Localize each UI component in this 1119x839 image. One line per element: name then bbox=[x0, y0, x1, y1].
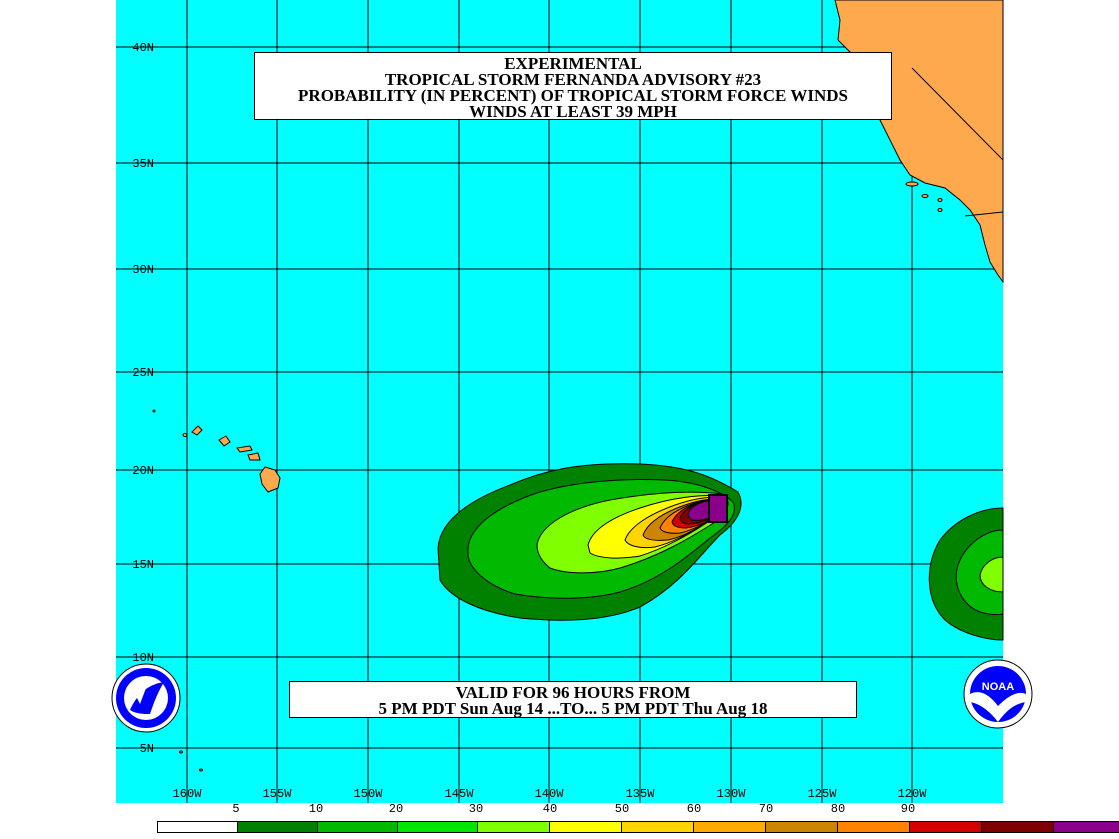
legend-label-20: 20 bbox=[388, 802, 404, 816]
legend-swatch-2 bbox=[318, 822, 398, 832]
legend-swatch-9 bbox=[838, 822, 910, 832]
valid-line-1: VALID FOR 96 HOURS FROM bbox=[455, 683, 691, 702]
lon-label-120w: 120W bbox=[897, 787, 927, 801]
legend-swatch-8 bbox=[766, 822, 838, 832]
legend-label-10: 10 bbox=[308, 802, 324, 816]
contour-max-core bbox=[708, 494, 728, 523]
title-box: EXPERIMENTAL TROPICAL STORM FERNANDA ADV… bbox=[254, 52, 892, 120]
legend-swatch-0 bbox=[158, 822, 238, 832]
lon-label-155w: 155W bbox=[262, 787, 292, 801]
legend-swatch-11 bbox=[982, 822, 1054, 832]
legend-label-50: 50 bbox=[614, 802, 630, 816]
legend-swatch-10 bbox=[910, 822, 982, 832]
noaa-logo: NOAA bbox=[963, 659, 1033, 729]
hawaiian-islands bbox=[152, 409, 281, 772]
legend-label-60: 60 bbox=[686, 802, 702, 816]
lat-label-35n: 35N bbox=[132, 157, 154, 171]
channel-islands bbox=[905, 181, 943, 212]
ocean bbox=[116, 0, 1003, 803]
eastern-contour-20-30 bbox=[979, 556, 1004, 593]
legend-color-bar bbox=[157, 821, 1119, 833]
lat-label-40n: 40N bbox=[132, 41, 154, 55]
valid-period-box: VALID FOR 96 HOURS FROM 5 PM PDT Sun Aug… bbox=[289, 681, 857, 718]
legend-label-70: 70 bbox=[758, 802, 774, 816]
lon-label-150w: 150W bbox=[353, 787, 383, 801]
lon-label-125w: 125W bbox=[807, 787, 837, 801]
legend-swatch-6 bbox=[622, 822, 694, 832]
lon-label-130w: 130W bbox=[716, 787, 746, 801]
eastern-contour-10-20 bbox=[955, 529, 1004, 616]
noaa-logo-text: NOAA bbox=[982, 681, 1014, 693]
legend-label-80: 80 bbox=[830, 802, 846, 816]
lon-label-145w: 145W bbox=[444, 787, 474, 801]
legend-label-40: 40 bbox=[542, 802, 558, 816]
lat-label-30n: 30N bbox=[132, 263, 154, 277]
lon-label-135w: 135W bbox=[625, 787, 655, 801]
valid-line-2: 5 PM PDT Sun Aug 14 ...TO... 5 PM PDT Th… bbox=[378, 699, 768, 718]
legend-swatch-4 bbox=[478, 822, 550, 832]
lat-label-5n: 5N bbox=[139, 742, 154, 756]
lat-label-15n: 15N bbox=[132, 558, 154, 572]
legend-swatch-7 bbox=[694, 822, 766, 832]
legend-swatch-5 bbox=[550, 822, 622, 832]
legend-label-5: 5 bbox=[232, 802, 240, 816]
legend-swatch-3 bbox=[398, 822, 478, 832]
legend-label-30: 30 bbox=[468, 802, 484, 816]
legend-swatch-1 bbox=[238, 822, 318, 832]
lat-label-20n: 20N bbox=[132, 464, 154, 478]
title-line-3: PROBABILITY (IN PERCENT) OF TROPICAL STO… bbox=[298, 86, 848, 105]
grid-lines bbox=[116, 0, 1003, 803]
nws-logo bbox=[111, 663, 181, 733]
lon-label-160w: 160W bbox=[172, 787, 202, 801]
lat-label-10n: 10N bbox=[132, 651, 154, 665]
lat-label-25n: 25N bbox=[132, 366, 154, 380]
eastern-system-contours bbox=[928, 507, 1004, 641]
title-line-1: EXPERIMENTAL bbox=[504, 54, 642, 73]
fernanda-probability-contours bbox=[437, 463, 742, 621]
title-line-2: TROPICAL STORM FERNANDA ADVISORY #23 bbox=[384, 70, 762, 89]
title-line-4: WINDS AT LEAST 39 MPH bbox=[469, 102, 677, 121]
lon-label-140w: 140W bbox=[534, 787, 564, 801]
state-borders bbox=[911, 67, 1004, 217]
legend-label-90: 90 bbox=[900, 802, 916, 816]
legend-swatch-12 bbox=[1054, 822, 1119, 832]
